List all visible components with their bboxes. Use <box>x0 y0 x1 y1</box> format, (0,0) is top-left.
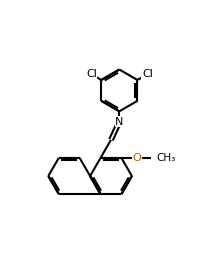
Text: Cl: Cl <box>86 69 97 79</box>
Text: CH₃: CH₃ <box>157 153 176 163</box>
Text: Cl: Cl <box>142 69 153 79</box>
Text: N: N <box>115 117 124 127</box>
Text: O: O <box>133 153 141 163</box>
